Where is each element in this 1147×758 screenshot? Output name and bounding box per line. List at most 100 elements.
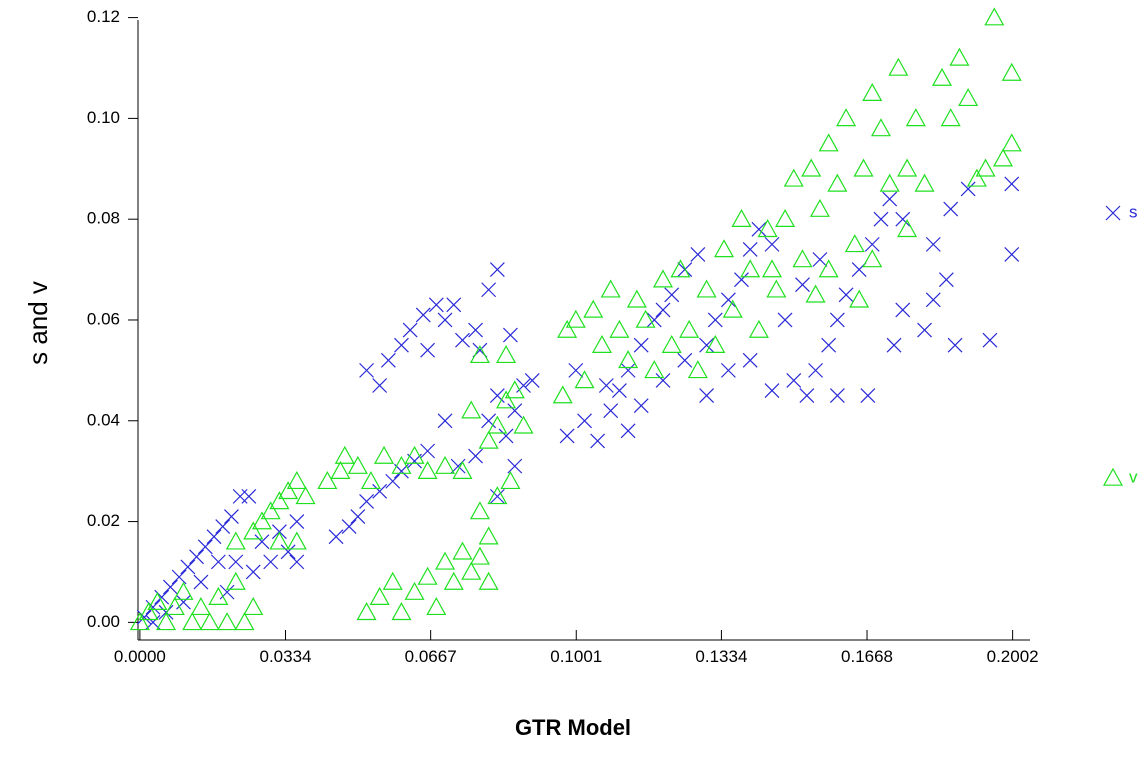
point xyxy=(925,292,941,308)
x-tick-label: 0.2002 xyxy=(987,647,1039,666)
point xyxy=(849,289,870,308)
point xyxy=(1001,62,1022,81)
point xyxy=(404,581,425,600)
point xyxy=(162,579,178,595)
point xyxy=(420,443,436,459)
point xyxy=(670,259,691,278)
point xyxy=(496,390,517,409)
point xyxy=(468,448,483,464)
point xyxy=(821,337,837,353)
point xyxy=(190,597,211,616)
point xyxy=(234,612,255,631)
point xyxy=(452,541,473,560)
point xyxy=(799,388,815,403)
point xyxy=(805,284,826,303)
y-tick-label: 0.12 xyxy=(87,7,120,26)
point xyxy=(251,511,272,530)
point xyxy=(620,362,636,378)
point xyxy=(164,597,185,616)
y-tick-label: 0.08 xyxy=(87,209,120,228)
point xyxy=(960,181,976,197)
point xyxy=(677,352,693,368)
point xyxy=(895,302,911,318)
point xyxy=(154,589,170,605)
point xyxy=(435,551,456,570)
point xyxy=(611,383,627,398)
point xyxy=(655,302,671,318)
point xyxy=(860,388,876,403)
point xyxy=(435,455,456,474)
point xyxy=(330,460,351,479)
point xyxy=(984,7,1005,26)
point xyxy=(827,173,848,192)
point xyxy=(635,309,656,328)
point xyxy=(450,458,466,474)
point xyxy=(404,445,425,464)
point xyxy=(862,249,883,268)
point xyxy=(269,491,290,510)
point xyxy=(469,501,490,520)
point xyxy=(417,566,438,585)
point xyxy=(646,312,662,328)
point xyxy=(478,430,499,449)
point xyxy=(391,455,412,474)
y-tick-label: 0.04 xyxy=(87,410,120,429)
point xyxy=(940,108,961,127)
point xyxy=(786,373,802,388)
point xyxy=(369,586,390,605)
point xyxy=(943,201,959,217)
point xyxy=(661,334,682,353)
point xyxy=(417,460,438,479)
point xyxy=(524,373,540,388)
point xyxy=(145,599,161,615)
point xyxy=(241,488,257,504)
point xyxy=(618,350,639,369)
x-tick-label: 0.1001 xyxy=(550,647,602,666)
point xyxy=(748,319,769,338)
legend-marker xyxy=(1105,205,1121,221)
point xyxy=(557,319,578,338)
point xyxy=(720,292,736,308)
point xyxy=(437,312,453,328)
point xyxy=(468,322,483,338)
point xyxy=(568,362,584,378)
point xyxy=(478,526,499,545)
point xyxy=(224,509,239,524)
point xyxy=(455,332,470,348)
point xyxy=(380,352,396,368)
point xyxy=(232,488,248,504)
point xyxy=(461,400,482,419)
point xyxy=(1004,247,1020,262)
point xyxy=(481,282,497,298)
point xyxy=(808,362,824,378)
point xyxy=(722,299,743,318)
point xyxy=(426,597,447,616)
point xyxy=(740,259,761,278)
point xyxy=(644,360,665,379)
point xyxy=(489,262,505,278)
point xyxy=(496,345,517,364)
point xyxy=(254,534,270,550)
point xyxy=(507,458,523,474)
point xyxy=(591,334,612,353)
point xyxy=(286,471,307,490)
point xyxy=(699,337,715,353)
point xyxy=(888,57,909,76)
point xyxy=(286,531,307,550)
point xyxy=(443,571,464,590)
point xyxy=(428,297,444,313)
point xyxy=(500,471,521,490)
point xyxy=(801,158,822,177)
point xyxy=(513,415,534,434)
point xyxy=(260,501,281,520)
point xyxy=(947,337,963,353)
point xyxy=(228,554,244,570)
legend-marker xyxy=(1102,467,1124,486)
point xyxy=(129,612,150,631)
point xyxy=(853,158,874,177)
point xyxy=(263,554,279,570)
y-tick-label: 0.02 xyxy=(87,511,120,530)
point xyxy=(620,423,636,439)
point xyxy=(914,173,935,192)
x-tick-label: 0.1668 xyxy=(841,647,893,666)
